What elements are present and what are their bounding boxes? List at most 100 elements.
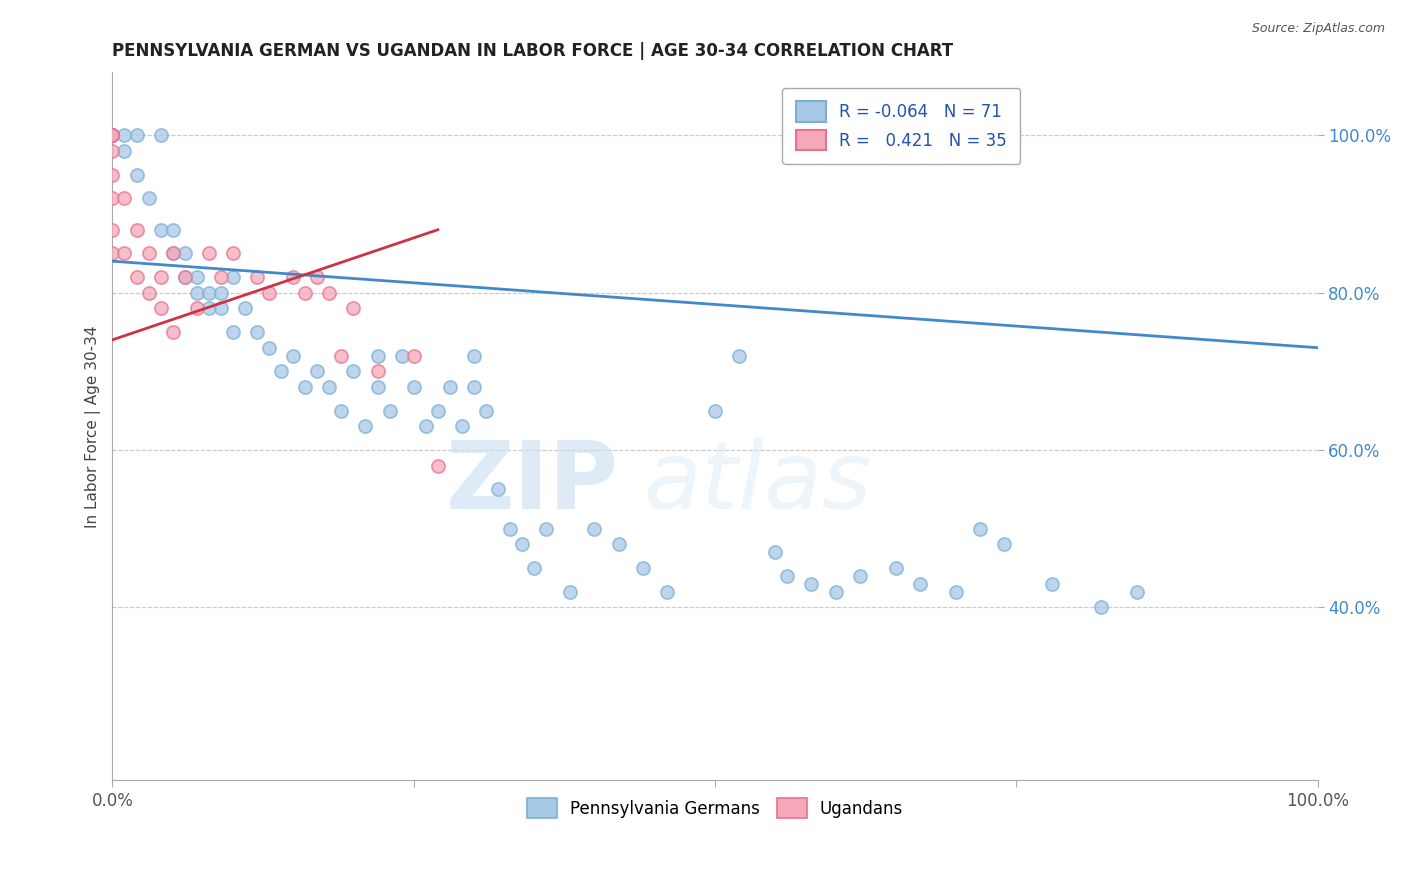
Text: Source: ZipAtlas.com: Source: ZipAtlas.com (1251, 22, 1385, 36)
Point (101, 128, 124, 143)
Point (536, 522, 558, 536)
Point (186, 285, 208, 300)
Point (283, 269, 305, 284)
Text: atlas: atlas (643, 437, 870, 528)
Point (848, 569, 870, 583)
Point (101, 128, 124, 143)
Point (101, 128, 124, 143)
Point (138, 285, 160, 300)
Point (125, 223, 148, 237)
Point (246, 269, 269, 284)
Point (294, 380, 316, 394)
Point (1042, 576, 1064, 591)
Point (330, 403, 353, 417)
Point (162, 223, 184, 237)
Point (101, 128, 124, 143)
Point (776, 569, 799, 583)
Point (318, 285, 340, 300)
Point (499, 522, 522, 536)
Point (367, 349, 389, 363)
Point (186, 269, 208, 284)
Point (463, 380, 485, 394)
Point (560, 584, 582, 599)
Point (149, 301, 172, 316)
Point (101, 128, 124, 143)
Point (233, 301, 256, 316)
Point (307, 364, 329, 378)
Point (149, 223, 172, 237)
Point (198, 285, 221, 300)
Point (198, 301, 221, 316)
Point (342, 364, 364, 378)
Point (222, 246, 245, 260)
Point (824, 584, 846, 599)
Point (138, 246, 160, 260)
Point (173, 269, 195, 284)
Point (463, 349, 485, 363)
Point (402, 380, 425, 394)
Point (307, 269, 329, 284)
Point (294, 285, 316, 300)
Legend: Pennsylvania Germans, Ugandans: Pennsylvania Germans, Ugandans (520, 791, 910, 825)
Point (114, 191, 136, 205)
Point (908, 576, 931, 591)
Point (884, 561, 907, 575)
Point (162, 325, 184, 339)
Point (704, 403, 727, 417)
Point (330, 349, 353, 363)
Point (439, 380, 461, 394)
Point (631, 561, 654, 575)
Y-axis label: In Labor Force | Age 30-34: In Labor Force | Age 30-34 (86, 325, 101, 527)
Point (391, 349, 413, 363)
Point (583, 522, 606, 536)
Point (354, 419, 377, 434)
Point (209, 269, 232, 284)
Point (342, 301, 364, 316)
Point (763, 545, 786, 559)
Point (426, 458, 449, 473)
Point (101, 128, 124, 143)
Point (800, 576, 823, 591)
Point (149, 269, 172, 284)
Point (270, 364, 292, 378)
Point (257, 285, 280, 300)
Point (173, 269, 195, 284)
Point (114, 128, 136, 143)
Point (607, 537, 630, 551)
Point (655, 584, 678, 599)
Point (1126, 584, 1149, 599)
Point (125, 269, 148, 284)
Point (475, 403, 498, 417)
Point (114, 246, 136, 260)
Point (149, 128, 172, 143)
Point (945, 584, 967, 599)
Point (426, 403, 449, 417)
Point (162, 246, 184, 260)
Point (101, 223, 124, 237)
Text: ZIP: ZIP (446, 437, 619, 529)
Point (318, 380, 340, 394)
Point (367, 380, 389, 394)
Point (969, 522, 991, 536)
Point (101, 168, 124, 182)
Point (162, 246, 184, 260)
Point (209, 285, 232, 300)
Point (367, 364, 389, 378)
Point (101, 191, 124, 205)
Point (378, 403, 401, 417)
Text: PENNSYLVANIA GERMAN VS UGANDAN IN LABOR FORCE | AGE 30-34 CORRELATION CHART: PENNSYLVANIA GERMAN VS UGANDAN IN LABOR … (112, 42, 953, 60)
Point (222, 269, 245, 284)
Point (101, 144, 124, 158)
Point (415, 419, 437, 434)
Point (993, 537, 1015, 551)
Point (125, 128, 148, 143)
Point (138, 191, 160, 205)
Point (125, 168, 148, 182)
Point (246, 325, 269, 339)
Point (198, 246, 221, 260)
Point (114, 144, 136, 158)
Point (523, 561, 546, 575)
Point (186, 301, 208, 316)
Point (101, 246, 124, 260)
Point (101, 128, 124, 143)
